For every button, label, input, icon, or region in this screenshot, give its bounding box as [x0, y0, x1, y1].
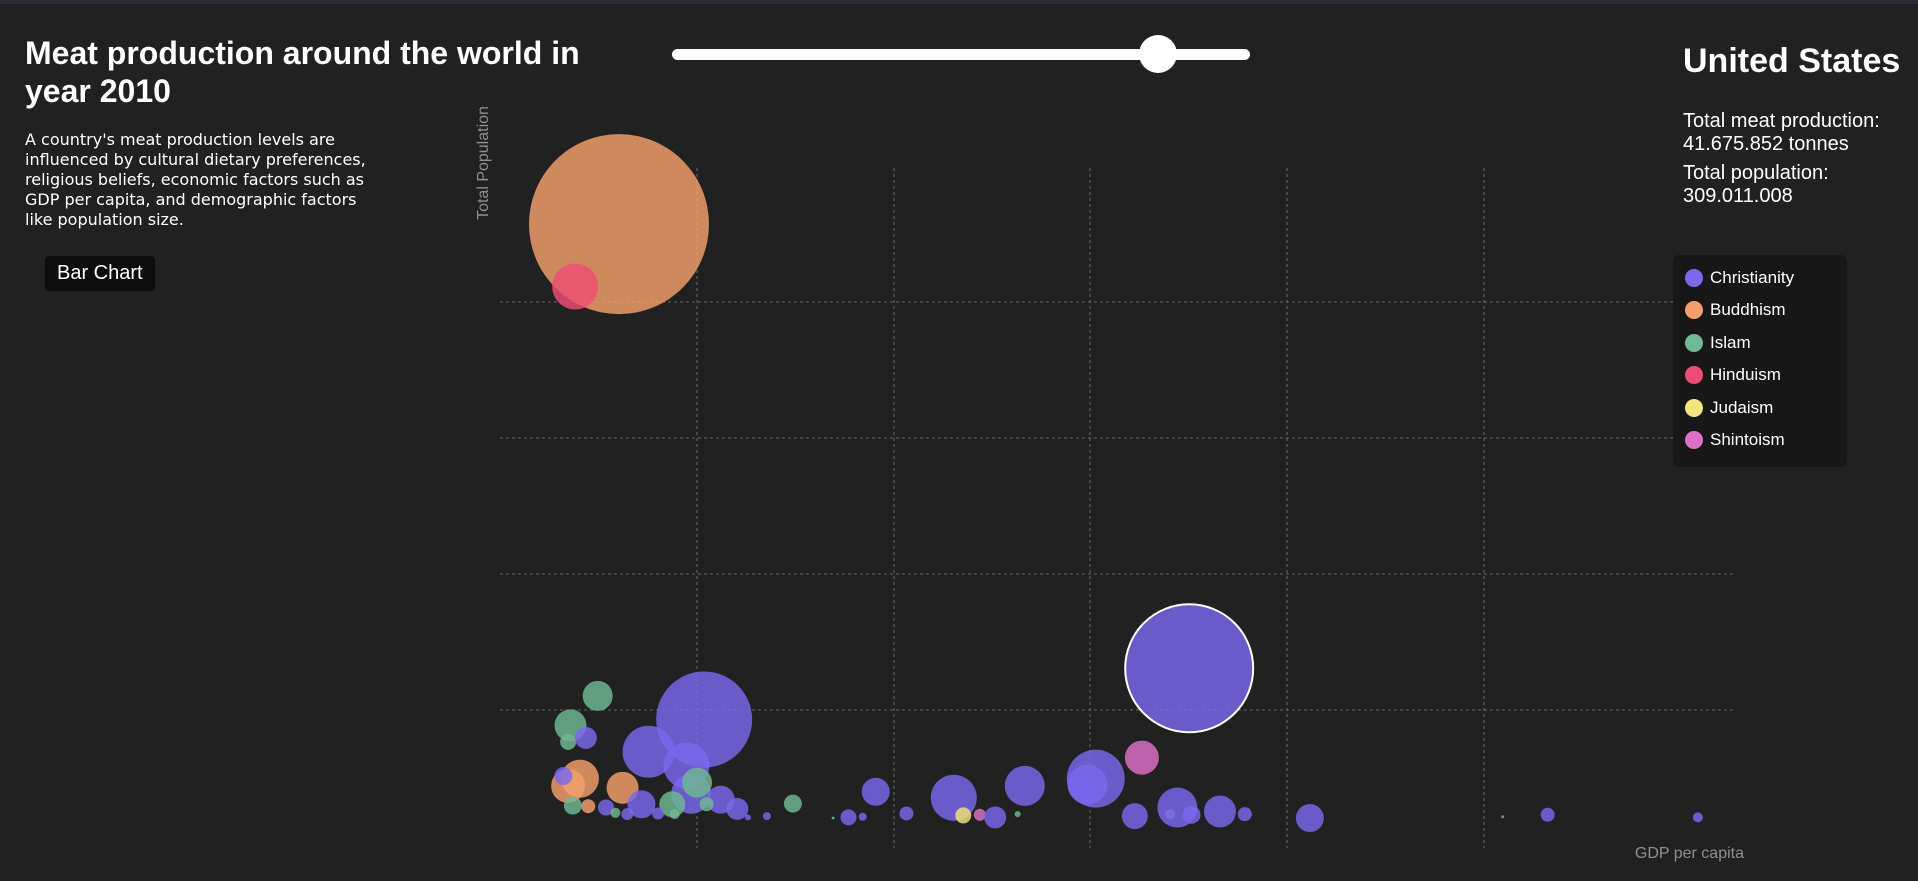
population-label: Total population:: [1683, 162, 1829, 184]
data-point[interactable]: [726, 797, 749, 820]
legend-label: Christianity: [1710, 268, 1795, 287]
legend-item-hinduism[interactable]: Hinduism: [1685, 363, 1781, 387]
data-point[interactable]: [1014, 811, 1021, 818]
data-point[interactable]: [574, 726, 597, 749]
data-point[interactable]: [554, 767, 573, 786]
data-point[interactable]: [652, 807, 665, 820]
meat-production-value: 41.675.852 tonnes: [1683, 133, 1849, 155]
legend-label: Shintoism: [1710, 430, 1785, 449]
data-point[interactable]: [622, 725, 675, 778]
data-point[interactable]: [861, 777, 890, 806]
y-axis-label: Total Population: [475, 106, 492, 220]
data-point[interactable]: [682, 767, 713, 798]
year-slider[interactable]: [672, 35, 1250, 73]
legend-swatch: [1685, 334, 1703, 352]
data-point[interactable]: [1295, 804, 1324, 833]
data-point[interactable]: [1182, 805, 1201, 824]
data-point[interactable]: [744, 814, 751, 821]
slider-thumb[interactable]: [1138, 35, 1177, 73]
legend-label: Islam: [1710, 333, 1751, 352]
data-point[interactable]: [669, 809, 680, 820]
data-point[interactable]: [1121, 803, 1148, 830]
page-title: Meat production around the world in year…: [25, 35, 580, 109]
meat-production-label: Total meat production:: [1683, 110, 1880, 132]
data-point[interactable]: [840, 809, 857, 826]
selected-country-name: United States: [1683, 42, 1901, 80]
data-point[interactable]: [597, 799, 614, 816]
data-point[interactable]: [627, 790, 656, 819]
legend-swatch: [1685, 431, 1703, 449]
data-point[interactable]: [1237, 807, 1252, 822]
legend-item-christianity[interactable]: Christianity: [1685, 266, 1794, 290]
data-point[interactable]: [581, 799, 596, 814]
data-point[interactable]: [1540, 807, 1555, 822]
data-point[interactable]: [783, 794, 802, 813]
legend-swatch: [1685, 269, 1703, 287]
data-point[interactable]: [762, 812, 771, 821]
legend-label: Hinduism: [1710, 365, 1781, 384]
data-point[interactable]: [973, 808, 986, 821]
data-point[interactable]: [699, 797, 714, 812]
description-text: A country's meat production levels are i…: [25, 130, 366, 229]
data-point[interactable]: [831, 816, 835, 820]
x-axis-label: GDP per capita: [1635, 845, 1744, 862]
legend-item-shintoism[interactable]: Shintoism: [1685, 428, 1785, 452]
religion-legend: Christianity Buddhism Islam Hinduism Jud…: [1673, 255, 1847, 467]
data-point[interactable]: [984, 806, 1007, 829]
top-border: [0, 0, 1918, 4]
data-point[interactable]: [563, 796, 582, 815]
population-stat: Total population: 309.011.008: [1683, 162, 1829, 208]
data-point[interactable]: [1124, 740, 1159, 775]
data-point[interactable]: [1203, 795, 1236, 828]
data-point[interactable]: [610, 807, 621, 818]
bar-chart-button[interactable]: Bar Chart: [45, 256, 155, 291]
data-point[interactable]: [1501, 815, 1505, 819]
data-point[interactable]: [560, 733, 577, 750]
data-point[interactable]: [1066, 749, 1125, 808]
data-point[interactable]: [1692, 812, 1703, 823]
meat-production-stat: Total meat production: 41.675.852 tonnes: [1683, 110, 1880, 156]
legend-item-judaism[interactable]: Judaism: [1685, 396, 1773, 420]
data-point[interactable]: [899, 806, 914, 821]
legend-item-islam[interactable]: Islam: [1685, 331, 1751, 355]
legend-swatch: [1685, 301, 1703, 319]
data-point[interactable]: [552, 263, 599, 310]
data-point[interactable]: [1124, 603, 1255, 734]
data-point[interactable]: [621, 808, 634, 821]
legend-item-buddhism[interactable]: Buddhism: [1685, 298, 1786, 322]
legend-swatch: [1685, 399, 1703, 417]
data-point[interactable]: [955, 807, 972, 824]
legend-swatch: [1685, 366, 1703, 384]
data-point[interactable]: [1004, 765, 1045, 806]
data-point[interactable]: [582, 680, 613, 711]
legend-label: Judaism: [1710, 398, 1774, 417]
legend-label: Buddhism: [1710, 300, 1786, 319]
data-point[interactable]: [858, 812, 867, 821]
population-value: 309.011.008: [1683, 185, 1793, 207]
slider-track[interactable]: [672, 49, 1250, 60]
data-point[interactable]: [659, 791, 686, 818]
